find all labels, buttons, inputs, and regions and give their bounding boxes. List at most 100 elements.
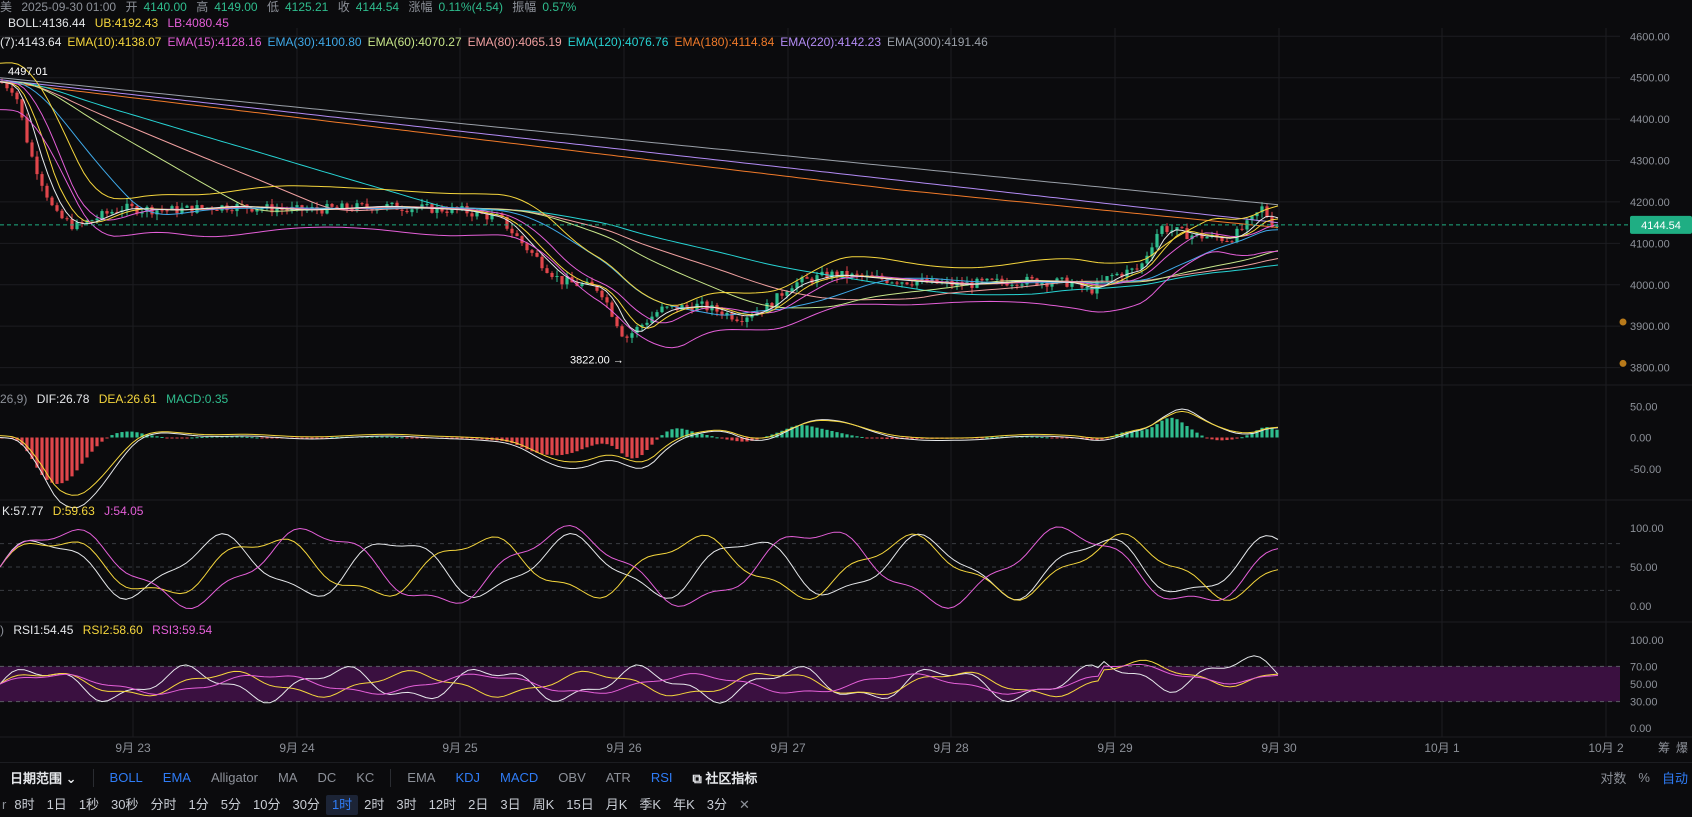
macd-histogram-bar <box>475 437 479 440</box>
macd-histogram-bar <box>255 437 259 439</box>
main-indicator-dc-button[interactable]: DC <box>317 770 337 785</box>
macd-histogram-bar <box>530 437 534 452</box>
macd-histogram-bar <box>330 437 334 439</box>
timeframe-15[interactable]: 周K <box>532 797 555 812</box>
amp-value: 0.57% <box>542 0 577 14</box>
scale-option-3[interactable]: 自动 <box>1661 770 1688 786</box>
candle-body <box>1220 237 1224 242</box>
macd-histogram-bar <box>265 437 269 439</box>
last-price-tag <box>1630 215 1692 234</box>
candle-body <box>1175 227 1179 231</box>
main-indicator-ma-button[interactable]: MA <box>277 770 298 785</box>
timeframe-5[interactable]: 1分 <box>188 797 209 812</box>
sub-indicator-rsi-button[interactable]: RSI <box>650 770 673 785</box>
timeframe-4[interactable]: 分时 <box>150 797 177 812</box>
macd-dif: DIF:26.78 <box>36 392 90 406</box>
candle-body <box>425 204 429 206</box>
close-icon[interactable]: ✕ <box>738 797 750 812</box>
candle-body <box>680 305 684 310</box>
candle-body <box>675 305 679 310</box>
macd-histogram-bar <box>445 437 449 439</box>
rsi-prefix: ) <box>0 623 4 637</box>
macd-histogram-bar <box>1065 437 1069 439</box>
candle-body <box>905 282 909 285</box>
timeframe-3[interactable]: 30秒 <box>111 797 139 812</box>
sub-indicator-kdj-button[interactable]: KDJ <box>455 770 481 785</box>
candle-body <box>200 205 204 209</box>
timeframe-12[interactable]: 12时 <box>428 797 457 812</box>
main-indicator-alligator-button[interactable]: Alligator <box>210 770 258 785</box>
sub-indicator-obv-button[interactable]: OBV <box>558 770 586 785</box>
candle-body <box>275 208 279 213</box>
sub-indicator-macd-button[interactable]: MACD <box>500 770 539 785</box>
macd-histogram-bar <box>850 435 854 438</box>
macd-histogram-bar <box>975 437 979 439</box>
timeframe-20[interactable]: 3分 <box>706 797 727 812</box>
macd-histogram-bar <box>500 437 504 441</box>
boll-legend: BOLL:4136.44 UB:4192.43 LB:4080.45 <box>8 16 235 30</box>
chevron-down-icon: ⌄ <box>65 771 77 786</box>
chart-area[interactable]: 4600.00 4500.00 4400.00 4300.00 4200.00 4100.… <box>0 0 1692 760</box>
candlesticks <box>0 78 1279 343</box>
macd-histogram-bar <box>1130 431 1134 438</box>
timeframe-17[interactable]: 月K <box>605 797 628 812</box>
macd-histogram-bar <box>735 437 739 442</box>
macd-histogram-bar <box>315 437 319 439</box>
close-label: 收 <box>337 0 350 14</box>
scale-option-2[interactable]: % <box>1638 769 1650 785</box>
macd-histogram-bar <box>1135 430 1139 438</box>
candle-body <box>435 206 439 213</box>
macd-histogram-bar <box>40 437 44 475</box>
timeframe-14[interactable]: 3日 <box>500 797 521 812</box>
timeframe-1[interactable]: 1日 <box>46 797 67 812</box>
community-indicators-button[interactable]: ⧉ 社区指标 <box>682 768 767 787</box>
candle-body <box>795 282 799 289</box>
macd-histogram-bar <box>180 437 184 439</box>
macd-histogram-bar <box>100 437 104 442</box>
sub-indicator-ema-button[interactable]: EMA <box>407 770 436 785</box>
price-axis-label: 3800.00 <box>1630 363 1670 375</box>
candle-body <box>320 209 324 214</box>
macd-histogram-bar <box>980 437 984 439</box>
ema-legend: (7):4143.64 EMA(10):4138.07 EMA(15):4128.1… <box>0 35 994 49</box>
sub-indicator-atr-button[interactable]: ATR <box>605 770 631 785</box>
main-indicator-ema-button[interactable]: EMA <box>162 770 191 785</box>
timeframe-10[interactable]: 2时 <box>364 797 385 812</box>
candle-body <box>580 283 584 287</box>
scale-option-1[interactable]: 对数 <box>1600 770 1627 786</box>
macd-histogram-bar <box>1050 437 1054 439</box>
macd-histogram-bar <box>1210 437 1214 440</box>
date-range-label: 日期范围 <box>10 771 63 786</box>
candle-body <box>1275 225 1279 227</box>
timeframe-11[interactable]: 3时 <box>396 797 417 812</box>
date-range-button[interactable]: 日期范围 ⌄ <box>0 768 87 787</box>
macd-histogram-bar <box>1240 437 1244 439</box>
main-indicator-boll-button[interactable]: BOLL <box>109 770 143 785</box>
macd-histogram-bar <box>1100 437 1104 440</box>
macd-histogram-bar <box>860 436 864 438</box>
date-axis-label: 9月 28 <box>933 741 969 755</box>
event-marker <box>1619 359 1627 367</box>
macd-histogram-bar <box>510 437 514 444</box>
timeframe-13[interactable]: 2日 <box>468 797 489 812</box>
candle-body <box>5 83 9 89</box>
chart-canvas[interactable]: 4600.00 4500.00 4400.00 4300.00 4200.00 4100.… <box>0 0 1692 760</box>
timeframe-9[interactable]: 1时 <box>325 795 359 815</box>
macd-histogram-bar <box>1055 437 1059 439</box>
timeframe-0[interactable]: 8时 <box>14 797 35 812</box>
candle-body <box>25 117 29 143</box>
timeframe-2[interactable]: 1秒 <box>78 797 100 812</box>
macd-histogram-bar <box>1205 437 1209 439</box>
timeframe-8[interactable]: 30分 <box>292 797 320 812</box>
timeframe-19[interactable]: 年K <box>673 797 695 812</box>
timeframe-18[interactable]: 季K <box>639 797 662 812</box>
timeframe-16[interactable]: 15日 <box>566 797 594 812</box>
candle-body <box>340 203 344 209</box>
price-axis-label: 4600.00 <box>1630 31 1670 43</box>
timeframe-7[interactable]: 10分 <box>253 797 281 812</box>
macd-histogram-bar <box>845 434 849 438</box>
date-axis-label: 9月 24 <box>279 741 315 755</box>
candle-body <box>1040 282 1044 286</box>
main-indicator-kc-button[interactable]: KC <box>356 770 375 785</box>
timeframe-6[interactable]: 5分 <box>220 797 241 812</box>
